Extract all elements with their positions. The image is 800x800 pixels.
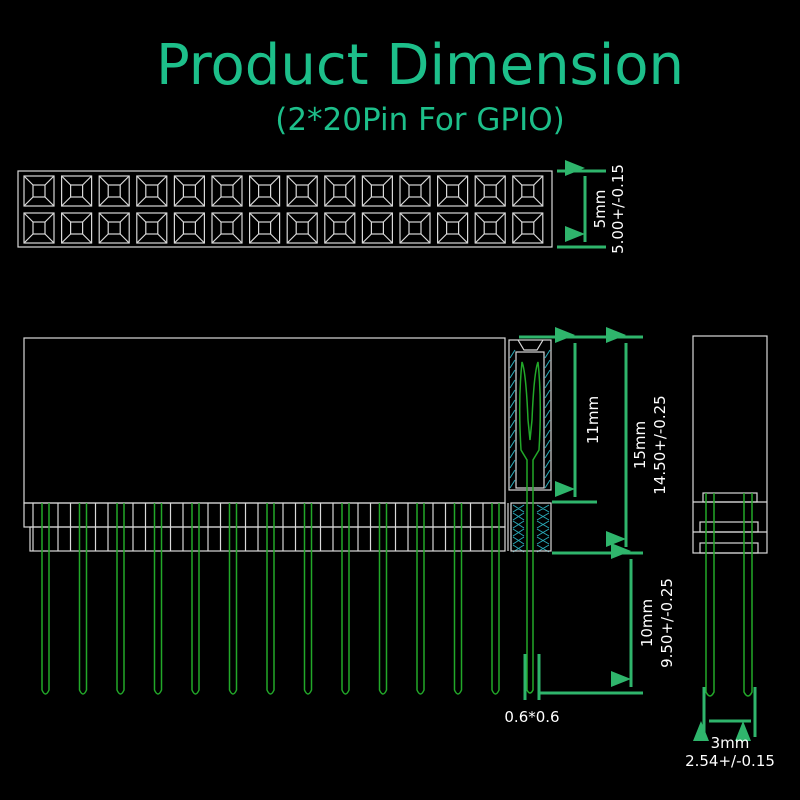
- socket-cell: [361, 212, 393, 244]
- top-view: 5mm 5.00+/-0.15: [17, 160, 627, 254]
- socket-cell: [173, 175, 205, 207]
- pin: [407, 503, 434, 695]
- pitch-label: 3mm: [711, 734, 750, 752]
- page-subtitle: (2*20Pin For GPIO): [275, 102, 565, 138]
- socket-cell: [399, 175, 431, 207]
- socket-cell: [249, 175, 281, 207]
- pin: [69, 503, 97, 695]
- pin: [182, 503, 209, 695]
- pin: [444, 503, 472, 695]
- socket-cell: [173, 212, 205, 244]
- pin: [144, 503, 172, 695]
- socket-cell: [324, 212, 356, 244]
- socket-cell: [361, 175, 393, 207]
- socket-cell: [60, 175, 93, 207]
- top-height-tolerance: 5.00+/-0.15: [609, 164, 627, 254]
- body-height-label: 15mm: [631, 421, 649, 469]
- pin: [219, 503, 247, 695]
- socket-cell: [23, 175, 55, 207]
- socket-cell: [60, 212, 93, 244]
- pin: [332, 503, 359, 695]
- pin: [32, 503, 59, 695]
- socket-cell: [136, 175, 168, 207]
- socket-cell: [98, 175, 130, 207]
- pin: [294, 503, 322, 695]
- pin-length-label: 10mm: [638, 599, 656, 647]
- pin: [369, 503, 397, 695]
- socket-cell: [324, 175, 356, 207]
- socket-cell: [286, 175, 318, 207]
- pitch-tolerance: 2.54+/-0.15: [685, 752, 775, 770]
- pin-length-tolerance: 9.50+/-0.25: [658, 578, 676, 668]
- socket-cell: [211, 212, 243, 244]
- side-view: 11mm 15mm 14.50+/-0.25 10mm 9.50+/-0.25 …: [23, 327, 676, 726]
- top-view-outline: [17, 170, 553, 248]
- socket-cell: [512, 175, 544, 207]
- socket-cell: [286, 212, 318, 244]
- socket-cell: [512, 212, 544, 244]
- socket-cell: [474, 212, 506, 244]
- side-body: [23, 337, 506, 504]
- page-title: Product Dimension: [156, 33, 684, 98]
- socket-cell: [211, 175, 243, 207]
- socket-depth-label: 11mm: [584, 396, 602, 444]
- socket-cell: [249, 212, 281, 244]
- top-height-label: 5mm: [591, 190, 609, 229]
- pin: [482, 503, 509, 695]
- socket-cell: [474, 175, 506, 207]
- socket-cell: [98, 212, 130, 244]
- pin-size-label: 0.6*0.6: [504, 708, 559, 726]
- socket-cell: [437, 175, 469, 207]
- end-view: 3mm 2.54+/-0.15: [685, 335, 775, 770]
- socket-cell: [136, 212, 168, 244]
- socket-cell: [23, 212, 55, 244]
- pin: [257, 503, 284, 695]
- end-body: [692, 335, 768, 554]
- socket-cell: [399, 212, 431, 244]
- socket-cell: [437, 212, 469, 244]
- pin: [107, 503, 134, 695]
- body-height-tolerance: 14.50+/-0.25: [651, 395, 669, 494]
